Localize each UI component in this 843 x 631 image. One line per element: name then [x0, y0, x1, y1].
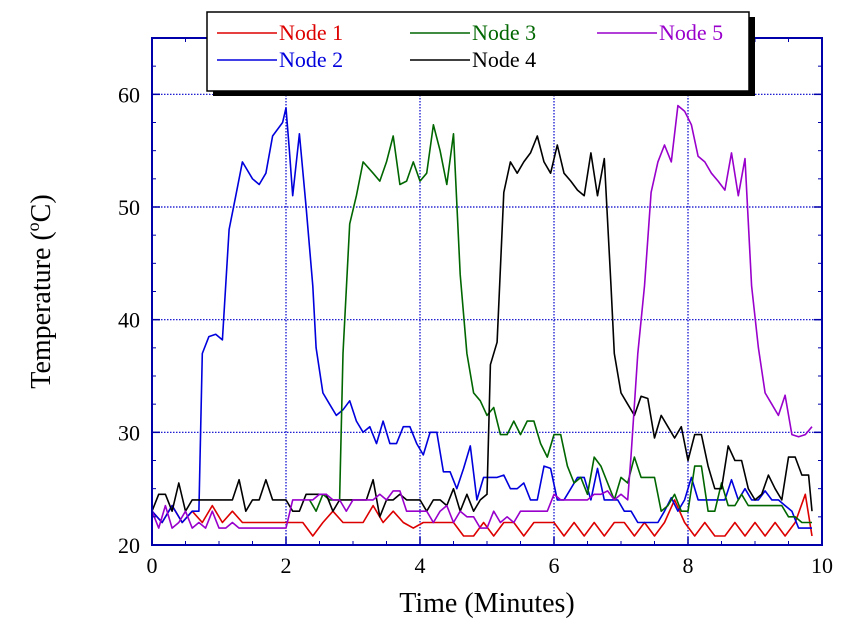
x-tick-label: 10 [811, 553, 833, 578]
series-line-node-1 [151, 493, 813, 537]
series-line-node-3 [308, 124, 812, 524]
series-line-node-4 [151, 135, 813, 518]
legend-label-node-2: Node 2 [279, 47, 343, 72]
y-tick-label: 50 [118, 195, 140, 220]
legend-label-node-1: Node 1 [279, 20, 343, 45]
x-tick-label: 6 [549, 553, 560, 578]
legend-label-node-3: Node 3 [472, 20, 536, 45]
y-tick-label: 20 [118, 533, 140, 558]
legend-label-node-4: Node 4 [472, 47, 536, 72]
legend-label-node-5: Node 5 [659, 20, 723, 45]
y-tick-label: 60 [118, 82, 140, 107]
series-lines [151, 104, 813, 537]
y-axis-label-main: Temperature ( [26, 231, 57, 388]
y-axis-label: Temperature (oC) [23, 194, 57, 388]
y-tick-label: 30 [118, 420, 140, 445]
y-tick-label: 40 [118, 308, 140, 333]
series-line-node-5 [151, 104, 813, 529]
legend-box [206, 11, 750, 92]
y-axis-label-superscript: o [23, 222, 43, 231]
y-axis-label-unit: C) [26, 194, 57, 222]
x-tick-label: 4 [415, 553, 426, 578]
x-axis-label: Time (Minutes) [399, 588, 575, 619]
x-tick-label: 0 [147, 553, 158, 578]
x-tick-label: 8 [683, 553, 694, 578]
series-line-node-2 [151, 107, 812, 529]
x-tick-label: 2 [281, 553, 292, 578]
